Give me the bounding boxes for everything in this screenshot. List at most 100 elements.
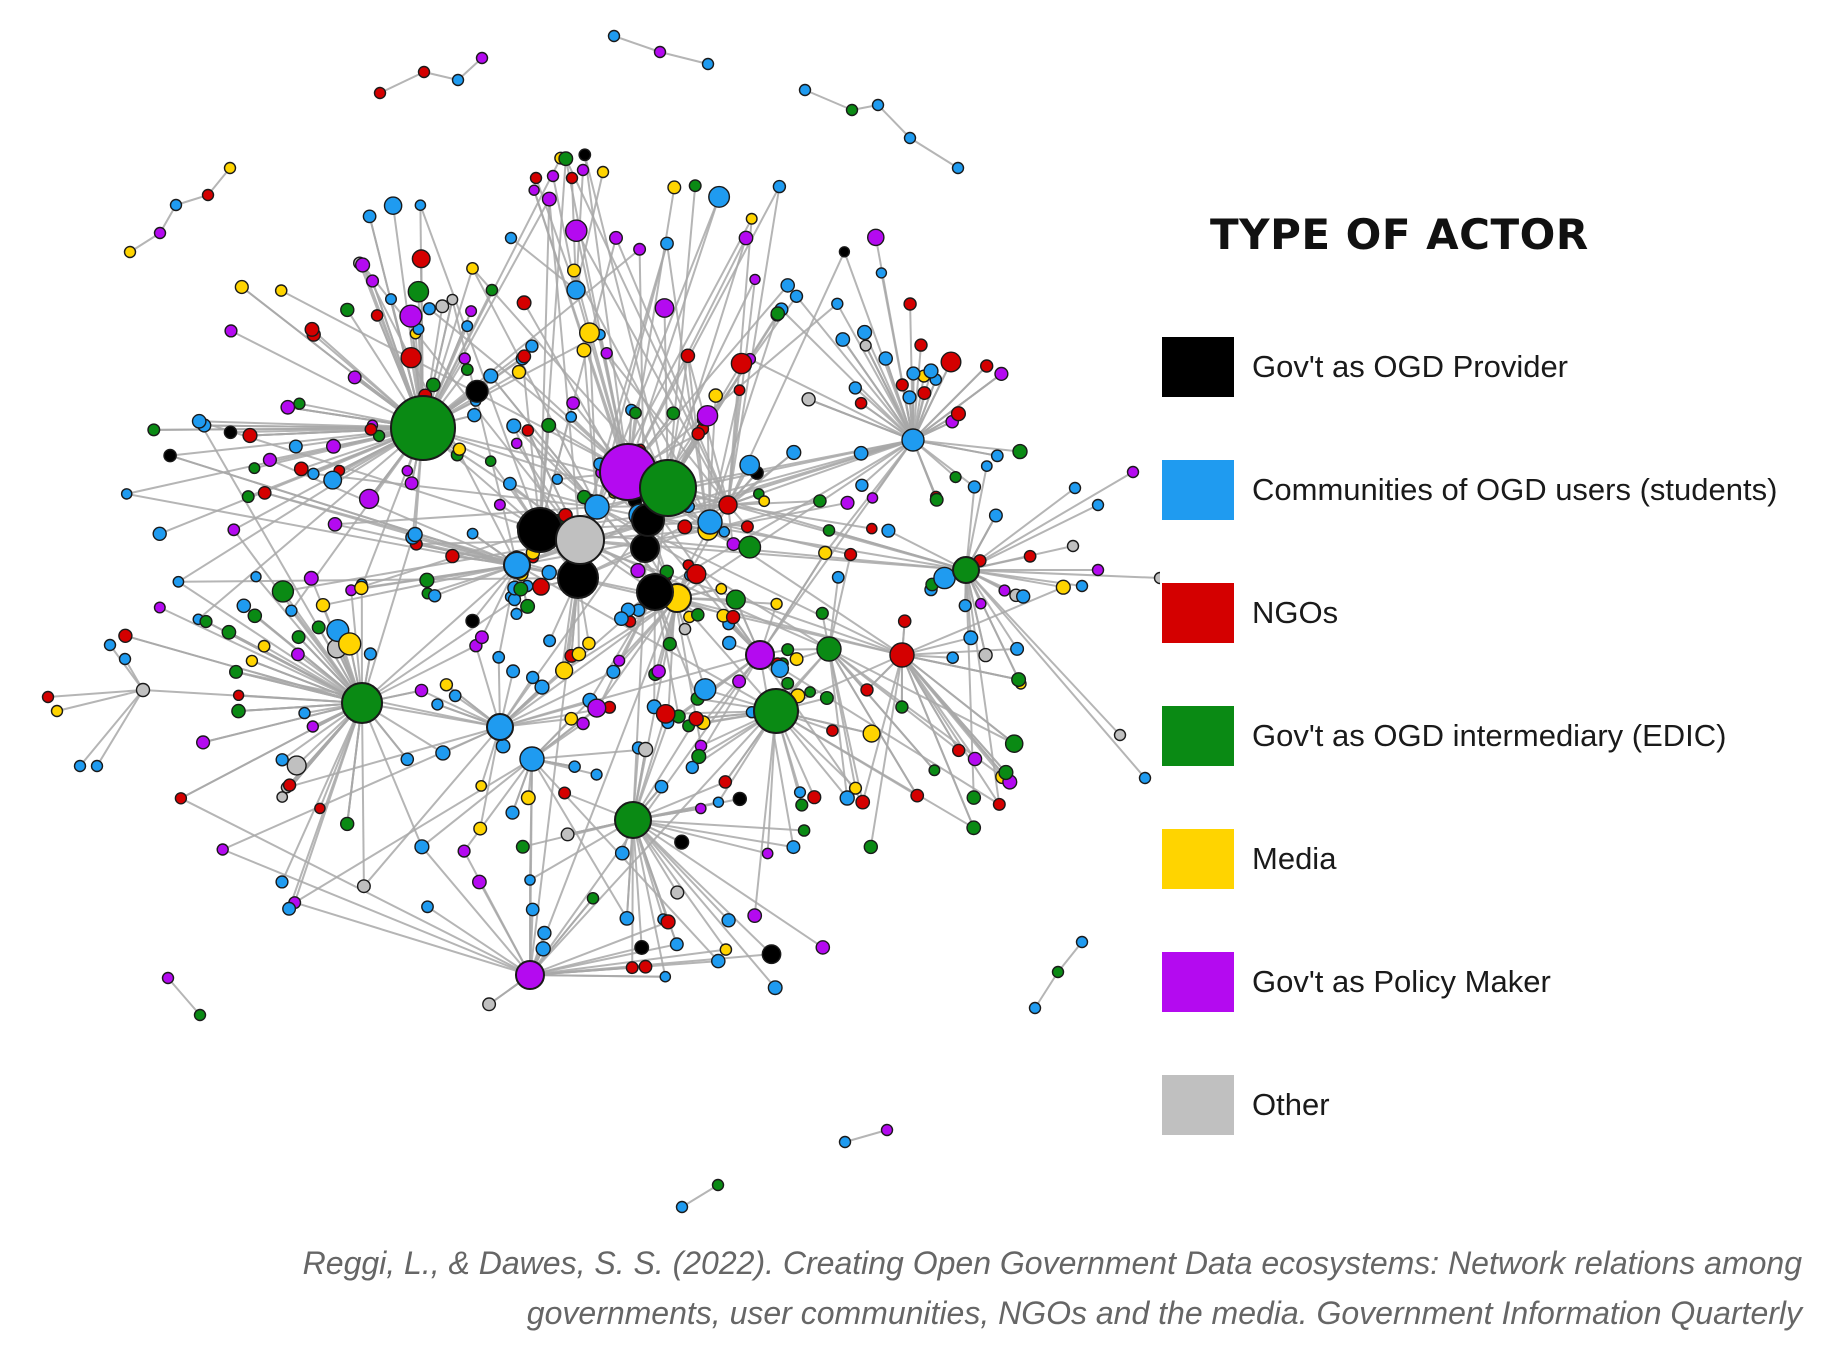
network-node xyxy=(223,161,237,175)
network-node xyxy=(772,179,787,194)
network-edge xyxy=(678,654,761,718)
network-node xyxy=(135,682,151,698)
network-node xyxy=(224,324,238,338)
network-node xyxy=(866,522,878,535)
network-edge xyxy=(529,439,914,976)
network-node xyxy=(980,359,994,373)
network-edge xyxy=(627,284,789,473)
network-edge xyxy=(422,198,551,429)
network-edge xyxy=(531,758,628,919)
network-edge xyxy=(280,289,629,473)
network-node xyxy=(419,572,435,588)
network-node xyxy=(747,908,763,923)
network-node xyxy=(492,650,506,664)
network-node xyxy=(853,445,869,461)
network-node xyxy=(579,322,601,344)
network-node xyxy=(952,556,980,584)
network-edge xyxy=(659,51,709,65)
network-node xyxy=(448,689,462,703)
network-node xyxy=(674,834,690,850)
network-node xyxy=(307,467,320,480)
network-node xyxy=(761,847,774,860)
network-edge xyxy=(901,654,1001,805)
network-edge xyxy=(197,427,424,621)
legend-swatch xyxy=(1162,582,1234,643)
network-node xyxy=(967,480,982,494)
network-node xyxy=(600,347,613,360)
network-node xyxy=(303,570,319,586)
network-node xyxy=(365,274,380,288)
network-edge xyxy=(775,710,918,797)
network-node xyxy=(467,408,482,423)
network-edge xyxy=(142,689,363,704)
network-node xyxy=(541,417,557,433)
network-node xyxy=(1016,589,1031,604)
network-node xyxy=(789,289,804,303)
network-node xyxy=(245,654,259,668)
network-edge xyxy=(727,186,781,506)
network-node xyxy=(502,476,517,491)
network-node xyxy=(541,564,557,581)
network-node xyxy=(951,161,965,175)
network-node xyxy=(975,597,987,610)
network-edge xyxy=(759,654,795,848)
network-node xyxy=(223,425,238,440)
network-node xyxy=(928,764,941,777)
network-node xyxy=(541,191,557,207)
network-edge xyxy=(361,702,365,887)
network-node xyxy=(815,940,831,955)
network-edge xyxy=(631,819,634,968)
citation-caption: Reggi, L., & Dawes, S. S. (2022). Creati… xyxy=(302,1245,1802,1331)
network-edge xyxy=(632,718,698,821)
network-edge xyxy=(281,702,363,883)
network-node xyxy=(654,779,669,794)
network-edge xyxy=(965,471,1134,571)
network-edge xyxy=(632,819,667,977)
network-edge xyxy=(583,350,598,508)
network-node xyxy=(781,676,795,690)
network-node xyxy=(795,798,809,812)
network-edge xyxy=(204,424,424,429)
network-node xyxy=(315,598,331,613)
network-node xyxy=(659,970,672,983)
network-node xyxy=(897,614,912,629)
network-node xyxy=(867,228,885,247)
network-node xyxy=(435,745,451,761)
network-edge xyxy=(627,187,676,473)
network-edge xyxy=(613,35,661,53)
network-edge xyxy=(125,634,363,704)
network-node xyxy=(712,796,725,808)
network-edge xyxy=(416,543,518,566)
network-node xyxy=(532,577,550,596)
network-node xyxy=(878,351,894,366)
network-node xyxy=(726,537,741,552)
network-node xyxy=(1113,728,1127,742)
network-edge xyxy=(912,439,1021,453)
network-node xyxy=(274,284,288,297)
network-node xyxy=(236,598,252,614)
network-node xyxy=(390,395,456,461)
network-node xyxy=(201,188,215,202)
network-node xyxy=(708,185,731,208)
network-node xyxy=(725,609,741,625)
network-edge xyxy=(47,689,144,698)
network-node xyxy=(1075,935,1089,949)
legend-swatch xyxy=(1162,828,1234,889)
network-edge xyxy=(753,710,777,916)
network-node xyxy=(1028,1001,1042,1015)
network-node xyxy=(475,51,489,65)
network-node xyxy=(282,901,297,916)
network-node xyxy=(293,461,309,477)
network-node xyxy=(355,257,371,273)
network-edge xyxy=(255,576,363,704)
network-node xyxy=(551,473,563,485)
network-node xyxy=(50,704,64,718)
network-edge xyxy=(615,237,729,506)
network-edge xyxy=(632,819,727,951)
network-node xyxy=(614,845,630,861)
network-edge xyxy=(727,451,795,506)
network-node xyxy=(666,406,681,421)
network-node xyxy=(446,293,459,306)
network-node xyxy=(807,790,822,805)
network-edge xyxy=(529,943,678,976)
